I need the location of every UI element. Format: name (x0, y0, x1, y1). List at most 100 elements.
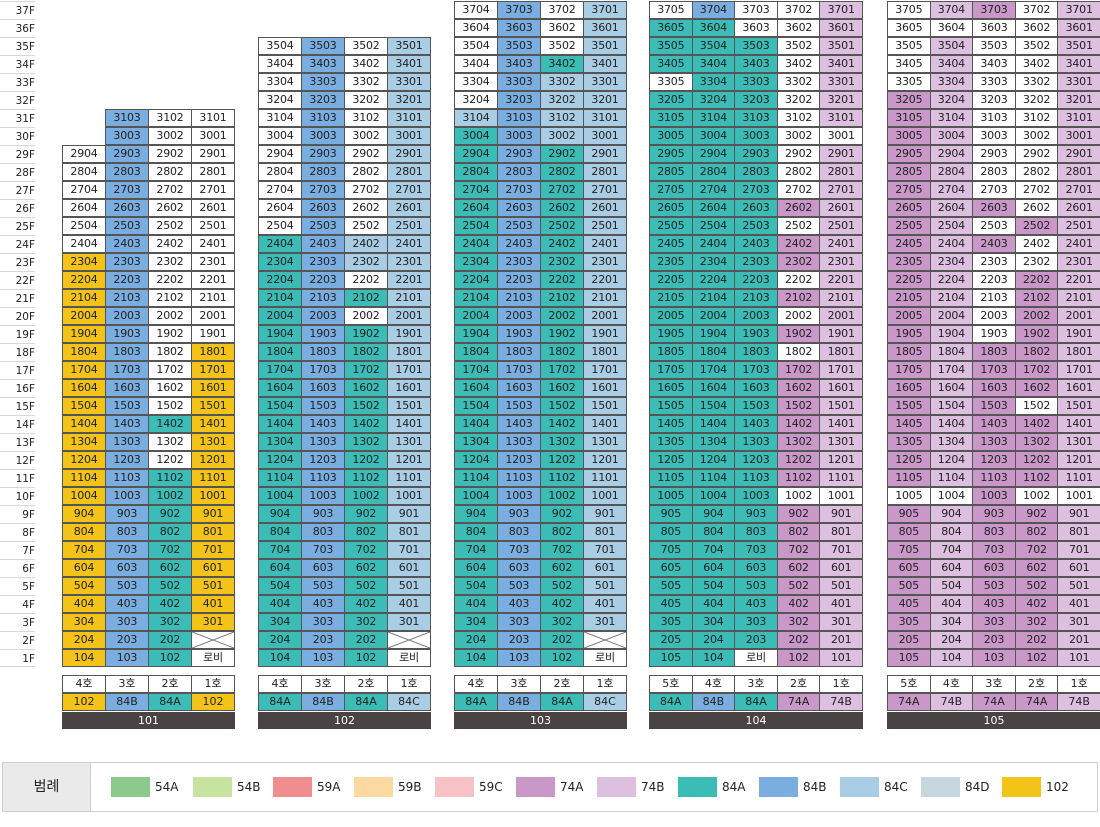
unit-cell: 2602 (148, 199, 192, 217)
unit-cell: 1503 (105, 397, 149, 415)
unit-cell: 1402 (1014, 415, 1059, 433)
unit-cell: 2003 (105, 307, 149, 325)
unit-cell: 1204 (258, 451, 302, 469)
unit-cell: 2204 (929, 271, 974, 289)
unit-cell: 2001 (1057, 307, 1100, 325)
unit-cell: 2702 (344, 181, 388, 199)
unit-cell: 2204 (454, 271, 498, 289)
unit-cell: 1401 (191, 415, 235, 433)
unit-cell: 502 (1014, 577, 1059, 595)
unit-cell: 1502 (148, 397, 192, 415)
unit-cell: 202 (776, 631, 821, 649)
unit-cell: 1303 (301, 433, 345, 451)
unit-type-label: 102 (62, 693, 106, 711)
unit-cell: 2103 (972, 289, 1016, 307)
unit-cell: 2101 (583, 289, 627, 307)
unit-cell: 2602 (1014, 199, 1059, 217)
unit-cell: 1704 (258, 361, 302, 379)
unit-cell: 2802 (344, 163, 388, 181)
floor-label: 22F (0, 271, 35, 289)
unit-cell: 1903 (972, 325, 1016, 343)
unit-cell: 3301 (583, 73, 627, 91)
unit-cell: 1901 (387, 325, 431, 343)
unit-cell: 1004 (62, 487, 106, 505)
unit-cell: 3503 (497, 37, 541, 55)
unit-cell: 1705 (887, 361, 931, 379)
unit-cell: 2301 (819, 253, 863, 271)
unit-cell: 2704 (454, 181, 498, 199)
unit-cell: 3404 (691, 55, 736, 73)
unit-cell: 201 (819, 631, 863, 649)
unit-cell: 3405 (887, 55, 931, 73)
unit-cell: 901 (191, 505, 235, 523)
line-number-label: 3호 (301, 675, 345, 693)
unit-cell: 904 (258, 505, 302, 523)
unit-cell: 902 (776, 505, 821, 523)
unit-cell: 3004 (258, 127, 302, 145)
unit-cell: 2102 (344, 289, 388, 307)
unit-cell: 301 (1057, 613, 1100, 631)
unit-cell: 3304 (454, 73, 498, 91)
floor-label: 12F (0, 451, 35, 469)
unit-cell: 204 (62, 631, 106, 649)
unit-cell: 2203 (301, 271, 345, 289)
unit-cell: 2703 (105, 181, 149, 199)
unit-cell: 2503 (105, 217, 149, 235)
unit-cell: 3203 (734, 91, 778, 109)
floor-label: 16F (0, 379, 35, 397)
unit-cell: 2405 (649, 235, 693, 253)
unit-cell: 204 (691, 631, 736, 649)
unit-type-label: 84A (540, 693, 584, 711)
unit-cell: 804 (454, 523, 498, 541)
unit-cell: 2703 (497, 181, 541, 199)
unit-cell: 1303 (972, 433, 1016, 451)
unit-cell: 2502 (148, 217, 192, 235)
unit-cell: 3604 (454, 19, 498, 37)
unit-cell: 501 (191, 577, 235, 595)
unit-cell: 2902 (344, 145, 388, 163)
unit-cell: 702 (776, 541, 821, 559)
unit-cell: 304 (691, 613, 736, 631)
unit-cell: 1902 (148, 325, 192, 343)
unit-cell: 2301 (387, 253, 431, 271)
unit-cell: 2603 (301, 199, 345, 217)
line-number-label: 3호 (972, 675, 1016, 693)
unit-cell: 1601 (819, 379, 863, 397)
legend-label: 74A (560, 780, 584, 794)
unit-cell: 1703 (734, 361, 778, 379)
unit-cell: 1201 (819, 451, 863, 469)
floor-label: 28F (0, 163, 35, 181)
unit-cell: 103 (301, 649, 345, 667)
unit-cell: 2801 (583, 163, 627, 181)
line-number-label: 1호 (819, 675, 863, 693)
unit-cell: 2202 (776, 271, 821, 289)
floor-label: 15F (0, 397, 35, 415)
unit-cell: 2104 (258, 289, 302, 307)
unit-cell: 2903 (734, 145, 778, 163)
line-number-label: 3호 (105, 675, 149, 693)
unit-cell: 603 (734, 559, 778, 577)
unit-cell: 2101 (387, 289, 431, 307)
unit-cell: 1202 (540, 451, 584, 469)
unit-cell: 2601 (583, 199, 627, 217)
unit-cell: 2204 (258, 271, 302, 289)
unit-cell: 3701 (583, 1, 627, 19)
unit-cell: 1003 (301, 487, 345, 505)
unit-cell: 3601 (819, 19, 863, 37)
line-number-label: 4호 (929, 675, 974, 693)
unit-cell: 1301 (819, 433, 863, 451)
unit-cell: 2401 (1057, 235, 1100, 253)
unit-cell: 604 (691, 559, 736, 577)
unit-cell: 804 (62, 523, 106, 541)
unit-cell: 704 (454, 541, 498, 559)
line-number-label: 5호 (649, 675, 693, 693)
unit-cell: 1103 (301, 469, 345, 487)
unit-cell: 705 (649, 541, 693, 559)
unit-cell: 701 (191, 541, 235, 559)
unit-cell: 601 (583, 559, 627, 577)
unit-cell: 1604 (691, 379, 736, 397)
unit-cell: 1102 (776, 469, 821, 487)
unit-cell: 3401 (1057, 55, 1100, 73)
lobby-cell: 로비 (387, 649, 431, 667)
floor-label: 35F (0, 37, 35, 55)
